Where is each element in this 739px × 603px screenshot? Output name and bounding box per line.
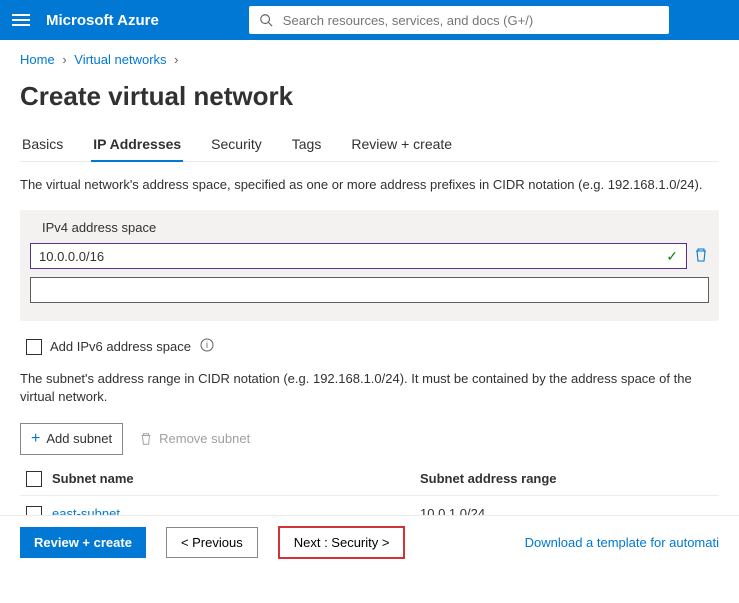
search-icon — [259, 13, 273, 27]
select-all-checkbox[interactable] — [26, 471, 42, 487]
subnet-description: The subnet's address range in CIDR notat… — [20, 370, 719, 406]
remove-subnet-label: Remove subnet — [159, 431, 250, 446]
previous-button[interactable]: < Previous — [166, 527, 258, 558]
tab-ip-addresses[interactable]: IP Addresses — [91, 130, 183, 162]
delete-icon[interactable] — [693, 247, 709, 266]
col-subnet-range: Subnet address range — [420, 471, 557, 487]
breadcrumb: Home › Virtual networks › — [20, 52, 719, 67]
brand-label: Microsoft Azure — [46, 12, 159, 29]
chevron-right-icon: › — [62, 52, 66, 67]
plus-icon: + — [31, 430, 40, 448]
tab-tags[interactable]: Tags — [290, 130, 324, 161]
menu-icon[interactable] — [12, 14, 32, 26]
download-template-link[interactable]: Download a template for automati — [525, 535, 719, 550]
search-box[interactable] — [249, 6, 669, 34]
footer: Review + create < Previous Next : Securi… — [0, 515, 739, 569]
chevron-right-icon: › — [174, 52, 178, 67]
ipv6-checkbox[interactable] — [26, 339, 42, 355]
info-icon[interactable]: i — [199, 337, 215, 356]
add-subnet-label: Add subnet — [46, 431, 112, 446]
add-subnet-button[interactable]: + Add subnet — [20, 423, 123, 455]
ip-description: The virtual network's address space, spe… — [20, 176, 719, 194]
check-icon: ✓ — [666, 248, 678, 265]
ipv4-section: IPv4 address space 10.0.0.0/16 ✓ — [20, 210, 719, 321]
tab-review[interactable]: Review + create — [349, 130, 454, 161]
tabs: Basics IP Addresses Security Tags Review… — [20, 130, 719, 162]
ipv4-input[interactable]: 10.0.0.0/16 ✓ — [30, 243, 687, 269]
breadcrumb-home[interactable]: Home — [20, 52, 55, 67]
next-security-button[interactable]: Next : Security > — [278, 526, 406, 559]
ipv6-label: Add IPv6 address space — [50, 339, 191, 354]
tab-security[interactable]: Security — [209, 130, 264, 161]
page-title: Create virtual network — [20, 81, 719, 112]
breadcrumb-vnets[interactable]: Virtual networks — [74, 52, 166, 67]
tab-basics[interactable]: Basics — [20, 130, 65, 161]
review-create-button[interactable]: Review + create — [20, 527, 146, 558]
search-input[interactable] — [281, 12, 659, 29]
ipv4-input-empty[interactable] — [30, 277, 709, 303]
ipv4-label: IPv4 address space — [42, 220, 709, 235]
svg-text:i: i — [206, 340, 208, 350]
col-subnet-name: Subnet name — [52, 471, 134, 486]
trash-icon — [139, 432, 153, 446]
ipv4-value: 10.0.0.0/16 — [39, 249, 104, 264]
remove-subnet-button: Remove subnet — [139, 431, 250, 446]
